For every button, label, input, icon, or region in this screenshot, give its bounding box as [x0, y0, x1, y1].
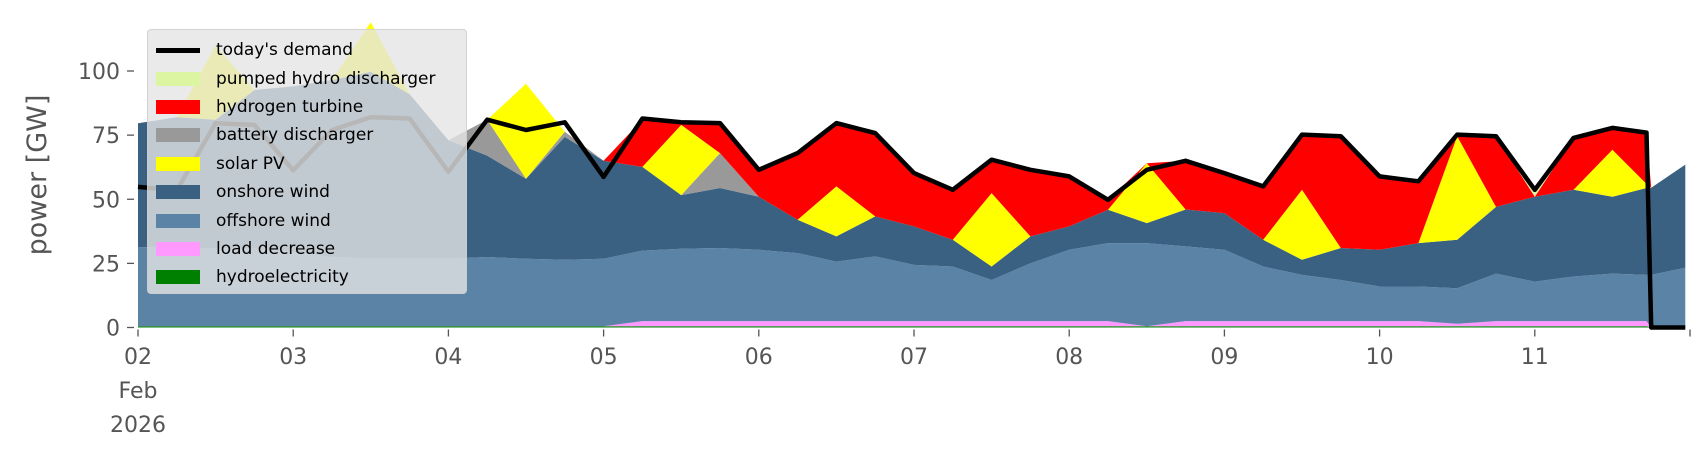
y-tick-label: 25 — [92, 252, 120, 277]
legend-item-hydrogen: hydrogen turbine — [156, 93, 466, 121]
stacked-areas — [138, 22, 1686, 328]
x-axis: 02 03 04 05 06 07 08 09 10 11 Feb 2026 — [110, 329, 1691, 438]
legend-item-hydro: hydroelectricity — [156, 263, 466, 291]
legend-item-solar: solar PV — [156, 150, 466, 178]
y-axis: 0 25 50 75 100 — [78, 60, 134, 342]
legend-swatch — [156, 99, 200, 114]
legend-item-load-decrease: load decrease — [156, 235, 466, 263]
x-tick-label: 11 — [1521, 345, 1549, 370]
legend-label: hydroelectricity — [216, 267, 349, 288]
legend-item-demand: today's demand — [156, 36, 466, 64]
legend-swatch — [156, 128, 200, 143]
legend-swatch — [156, 213, 200, 228]
y-tick-label: 100 — [78, 60, 120, 85]
x-tick-label: 05 — [590, 345, 618, 370]
legend-label: onshore wind — [216, 182, 330, 203]
x-tick-label: 07 — [900, 345, 928, 370]
legend-item-battery: battery discharger — [156, 121, 466, 149]
legend-label: load decrease — [216, 238, 336, 259]
area-onshore-wind — [138, 71, 1686, 289]
legend: today's demand pumped hydro discharger h… — [147, 29, 467, 294]
x-tick-label: 08 — [1055, 345, 1083, 370]
legend-label: today's demand — [216, 40, 354, 61]
x-tick-month-label: Feb — [119, 379, 158, 404]
legend-line-swatch — [156, 47, 200, 53]
x-tick-label: 04 — [434, 345, 462, 370]
x-tick-year-label: 2026 — [110, 413, 166, 438]
area-load-decrease — [138, 321, 1686, 328]
x-tick-label: 10 — [1366, 345, 1394, 370]
x-tick-label: 03 — [279, 345, 307, 370]
y-tick-label: 0 — [106, 317, 120, 342]
x-tick-label: 09 — [1210, 345, 1238, 370]
legend-swatch — [156, 156, 200, 171]
y-tick-label: 75 — [92, 124, 120, 149]
legend-label: hydrogen turbine — [216, 96, 364, 117]
area-offshore-wind — [138, 243, 1686, 328]
legend-swatch — [156, 185, 200, 200]
legend-label: offshore wind — [216, 210, 331, 231]
legend-item-pumped-hydro: pumped hydro discharger — [156, 64, 466, 92]
y-axis-label: power [GW] — [22, 95, 53, 256]
area-hydrogen-turbine — [138, 22, 1686, 250]
legend-item-offshore: offshore wind — [156, 206, 466, 234]
legend-item-onshore: onshore wind — [156, 178, 466, 206]
legend-swatch — [156, 241, 200, 256]
legend-swatch — [156, 71, 200, 86]
y-tick-label: 50 — [92, 188, 120, 213]
legend-label: pumped hydro discharger — [216, 68, 436, 89]
x-tick-label: 06 — [745, 345, 773, 370]
x-tick-label: 02 — [124, 345, 152, 370]
legend-swatch — [156, 270, 200, 285]
legend-label: battery discharger — [216, 125, 374, 146]
legend-label: solar PV — [216, 153, 285, 174]
area-solar-pv — [138, 22, 1686, 267]
area-hydroelectricity — [138, 326, 1686, 328]
